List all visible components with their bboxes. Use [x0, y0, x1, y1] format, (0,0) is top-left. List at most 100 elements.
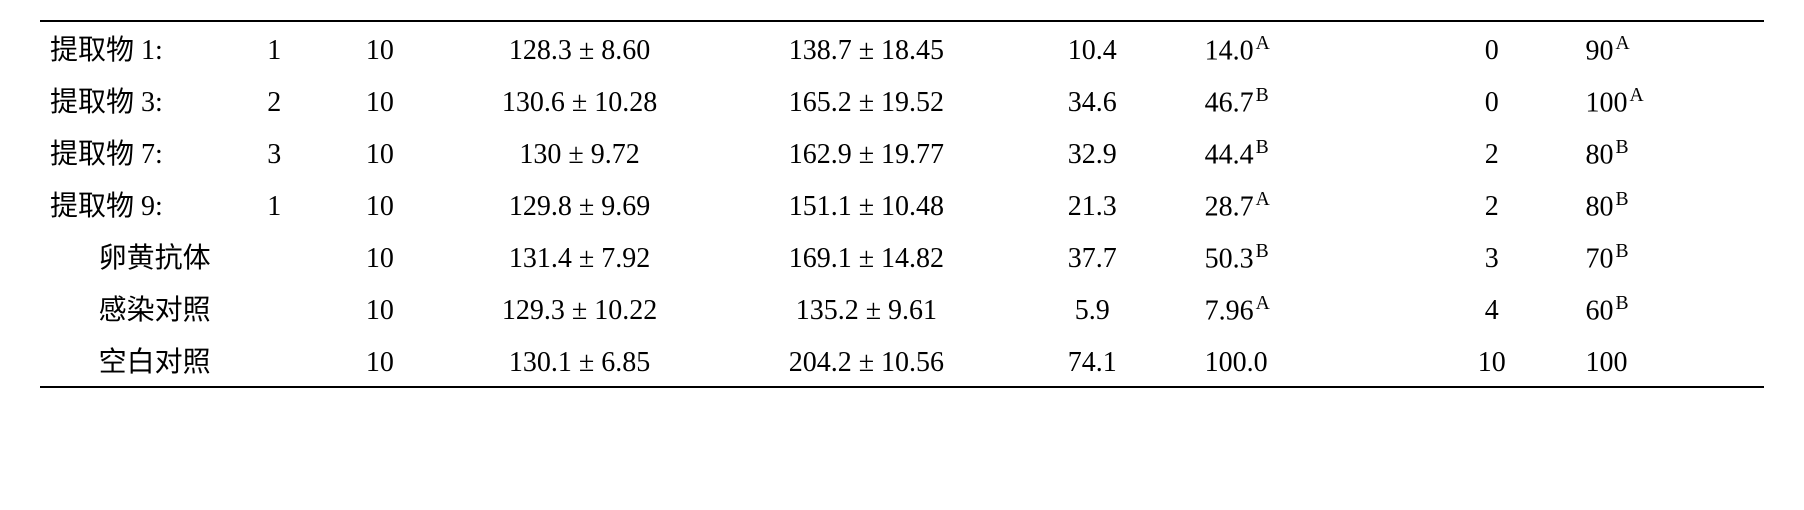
table-row: 提取物 1:110128.3 ± 8.60138.7 ± 18.4510.414… [40, 21, 1764, 74]
row-index [263, 334, 323, 387]
value-2-number: 46.7 [1205, 87, 1254, 118]
value-2: 44.4B [1175, 126, 1418, 178]
sample-size: 10 [324, 21, 437, 74]
value-4-number: 90 [1586, 35, 1614, 66]
value-4-superscript: B [1616, 137, 1629, 158]
value-1: 74.1 [1010, 334, 1175, 387]
sample-size: 10 [324, 126, 437, 178]
value-2-number: 50.3 [1205, 243, 1254, 274]
mean-sd-2: 165.2 ± 19.52 [723, 74, 1010, 126]
row-label: 感染对照 [40, 282, 263, 334]
row-index [263, 230, 323, 282]
value-4: 90A [1566, 21, 1765, 74]
data-table: 提取物 1:110128.3 ± 8.60138.7 ± 18.4510.414… [40, 20, 1764, 388]
mean-sd-2: 169.1 ± 14.82 [723, 230, 1010, 282]
value-2-superscript: A [1256, 189, 1270, 210]
table-row: 卵黄抗体10131.4 ± 7.92169.1 ± 14.8237.750.3B… [40, 230, 1764, 282]
sample-size: 10 [324, 178, 437, 230]
mean-sd-2: 204.2 ± 10.56 [723, 334, 1010, 387]
mean-sd-1: 129.8 ± 9.69 [436, 178, 723, 230]
value-4-number: 100 [1586, 87, 1628, 118]
value-4-superscript: B [1616, 241, 1629, 262]
table-row: 感染对照10129.3 ± 10.22135.2 ± 9.615.97.96A4… [40, 282, 1764, 334]
value-2-number: 100.0 [1205, 347, 1268, 378]
row-index: 3 [263, 126, 323, 178]
value-2-superscript: B [1256, 241, 1269, 262]
value-2: 28.7A [1175, 178, 1418, 230]
row-label-text: 提取物 1: [50, 28, 163, 68]
value-4-superscript: B [1616, 293, 1629, 314]
mean-sd-2: 162.9 ± 19.77 [723, 126, 1010, 178]
value-3: 3 [1418, 230, 1565, 282]
value-2-number: 7.96 [1205, 295, 1254, 326]
value-4: 100 [1566, 334, 1765, 387]
value-1: 32.9 [1010, 126, 1175, 178]
row-label-text: 感染对照 [99, 288, 211, 328]
row-index: 2 [263, 74, 323, 126]
row-label: 空白对照 [40, 334, 263, 387]
mean-sd-1: 130 ± 9.72 [436, 126, 723, 178]
value-2-number: 28.7 [1205, 191, 1254, 222]
value-4: 70B [1566, 230, 1765, 282]
sample-size: 10 [324, 74, 437, 126]
table-row: 空白对照10130.1 ± 6.85204.2 ± 10.5674.1100.0… [40, 334, 1764, 387]
mean-sd-1: 130.1 ± 6.85 [436, 334, 723, 387]
value-4-superscript: B [1616, 189, 1629, 210]
table-row: 提取物 3:210130.6 ± 10.28165.2 ± 19.5234.64… [40, 74, 1764, 126]
value-2: 100.0 [1175, 334, 1418, 387]
row-label-text: 提取物 3: [50, 80, 163, 120]
row-label: 提取物 1: [40, 21, 263, 74]
value-2: 7.96A [1175, 282, 1418, 334]
sample-size: 10 [324, 282, 437, 334]
table-body: 提取物 1:110128.3 ± 8.60138.7 ± 18.4510.414… [40, 21, 1764, 387]
value-4: 80B [1566, 126, 1765, 178]
value-4-number: 100 [1586, 347, 1628, 378]
value-2-superscript: A [1256, 293, 1270, 314]
value-2-number: 44.4 [1205, 139, 1254, 170]
sample-size: 10 [324, 230, 437, 282]
value-4-number: 80 [1586, 191, 1614, 222]
value-2: 46.7B [1175, 74, 1418, 126]
value-2-number: 14.0 [1205, 35, 1254, 66]
value-3: 4 [1418, 282, 1565, 334]
table-row: 提取物 7:310130 ± 9.72162.9 ± 19.7732.944.4… [40, 126, 1764, 178]
row-label-text: 提取物 7: [50, 132, 163, 172]
value-4-superscript: A [1616, 33, 1630, 54]
value-1: 21.3 [1010, 178, 1175, 230]
mean-sd-1: 128.3 ± 8.60 [436, 21, 723, 74]
row-index [263, 282, 323, 334]
value-2-superscript: A [1256, 33, 1270, 54]
value-4-superscript: A [1630, 85, 1644, 106]
row-label: 提取物 9: [40, 178, 263, 230]
row-label-text: 提取物 9: [50, 184, 163, 224]
value-1: 34.6 [1010, 74, 1175, 126]
mean-sd-1: 130.6 ± 10.28 [436, 74, 723, 126]
value-4-number: 80 [1586, 139, 1614, 170]
mean-sd-2: 138.7 ± 18.45 [723, 21, 1010, 74]
value-2-superscript: B [1256, 137, 1269, 158]
value-1: 10.4 [1010, 21, 1175, 74]
value-1: 37.7 [1010, 230, 1175, 282]
value-3: 10 [1418, 334, 1565, 387]
value-1: 5.9 [1010, 282, 1175, 334]
row-index: 1 [263, 178, 323, 230]
mean-sd-1: 129.3 ± 10.22 [436, 282, 723, 334]
value-4-number: 60 [1586, 295, 1614, 326]
value-2: 50.3B [1175, 230, 1418, 282]
value-4: 100A [1566, 74, 1765, 126]
value-2: 14.0A [1175, 21, 1418, 74]
value-4: 80B [1566, 178, 1765, 230]
mean-sd-1: 131.4 ± 7.92 [436, 230, 723, 282]
value-3: 2 [1418, 178, 1565, 230]
mean-sd-2: 135.2 ± 9.61 [723, 282, 1010, 334]
value-3: 2 [1418, 126, 1565, 178]
table-row: 提取物 9:110129.8 ± 9.69151.1 ± 10.4821.328… [40, 178, 1764, 230]
value-2-superscript: B [1256, 85, 1269, 106]
sample-size: 10 [324, 334, 437, 387]
mean-sd-2: 151.1 ± 10.48 [723, 178, 1010, 230]
row-label-text: 卵黄抗体 [99, 236, 211, 276]
row-label: 提取物 3: [40, 74, 263, 126]
row-index: 1 [263, 21, 323, 74]
row-label: 卵黄抗体 [40, 230, 263, 282]
row-label-text: 空白对照 [99, 340, 211, 380]
